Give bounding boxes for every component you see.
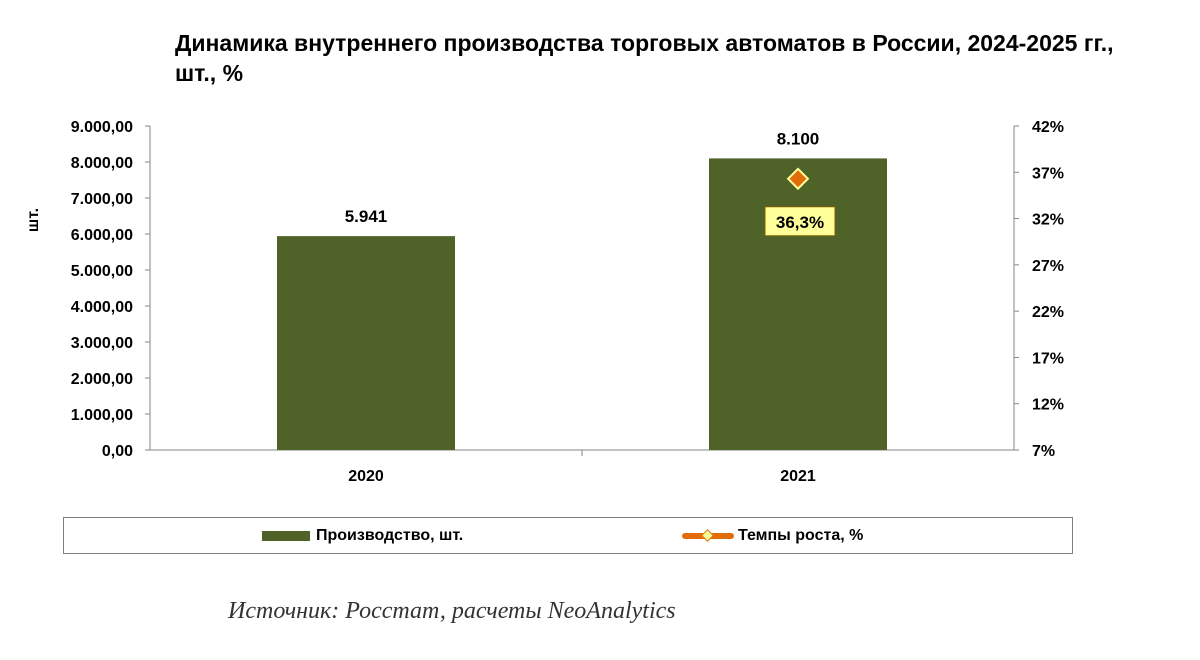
y-tick-label-left: 0,00 <box>102 443 133 460</box>
y-tick-label-right: 7% <box>1032 443 1055 460</box>
growth-label-box <box>764 206 836 237</box>
source-note: Источник: Росстат, расчеты NeoAnalytics <box>228 598 676 624</box>
y-axis-title: шт. <box>25 208 42 232</box>
x-tick-label: 2020 <box>348 468 384 485</box>
legend-label-production: Производство, шт. <box>316 527 464 544</box>
y-tick-label-left: 7.000,00 <box>71 191 133 208</box>
legend-label-growth: Темпы роста, % <box>738 527 864 544</box>
y-tick-label-right: 42% <box>1032 119 1064 136</box>
x-tick-label: 2021 <box>780 468 816 485</box>
y-tick-label-right: 22% <box>1032 304 1064 321</box>
chart-title: Динамика внутреннего производства торгов… <box>175 30 1114 86</box>
y-tick-label-right: 27% <box>1032 258 1064 275</box>
growth-point-2021 <box>786 167 810 191</box>
y-tick-label-left: 4.000,00 <box>71 299 133 316</box>
growth-value-label: 36,3% <box>776 213 824 232</box>
chart-plot: 0,00 1.000,00 2.000,00 3.000,00 4.000,00 5.00… <box>25 119 1064 485</box>
y-tick-label-left: 6.000,00 <box>71 227 133 244</box>
bar-2020 <box>277 236 455 450</box>
legend-item-production: Производство, шт. <box>262 527 463 545</box>
bar-2021 <box>709 158 887 450</box>
legend-swatch-growth <box>682 527 734 545</box>
y-tick-label-right: 37% <box>1032 165 1064 182</box>
y-tick-label-left: 8.000,00 <box>71 155 133 172</box>
legend-swatch-production <box>262 531 310 541</box>
y-tick-label-left: 2.000,00 <box>71 371 133 388</box>
bar-value-label: 8.100 <box>777 129 820 148</box>
y-tick-label-left: 5.000,00 <box>71 263 133 280</box>
y-tick-label-left: 1.000,00 <box>71 407 133 424</box>
y-tick-label-left: 3.000,00 <box>71 335 133 352</box>
legend-item-growth: Темпы роста, % <box>682 527 863 545</box>
y-tick-label-left: 9.000,00 <box>71 119 133 136</box>
chart-legend: Производство, шт. Темпы роста, % <box>63 517 1073 554</box>
y-tick-label-right: 12% <box>1032 397 1064 414</box>
y-tick-label-right: 17% <box>1032 350 1064 367</box>
bar-value-label: 5.941 <box>345 207 388 226</box>
y-tick-label-right: 32% <box>1032 212 1064 229</box>
